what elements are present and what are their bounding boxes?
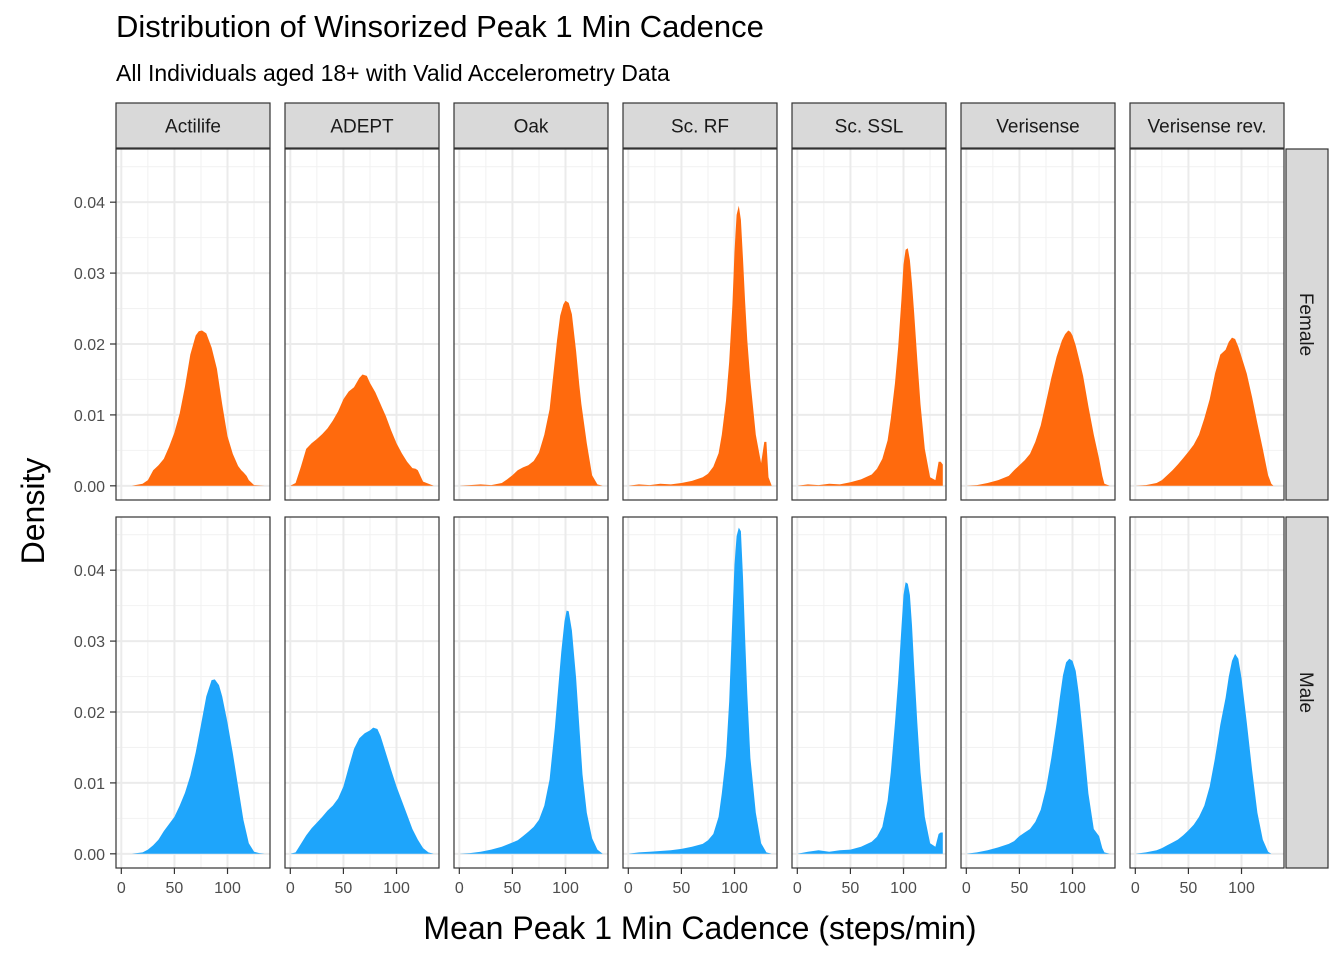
y-tick-label: 0.04 [74, 195, 105, 212]
density-area-female-adept [290, 374, 434, 486]
y-tick-label: 0.00 [74, 847, 105, 864]
y-tick-label: 0.00 [74, 479, 105, 496]
x-tick-label: 100 [721, 880, 748, 897]
strip-label-oak: Oak [514, 117, 549, 138]
strip-sc-rf [622, 102, 778, 149]
x-tick-label: 0 [1131, 880, 1140, 897]
strip-oak [453, 102, 609, 149]
y-tick-label: 0.02 [74, 337, 105, 354]
panel-frames [115, 148, 1285, 869]
y-tick-label: 0.01 [74, 776, 105, 793]
x-tick-label: 0 [117, 880, 126, 897]
x-tick-label: 50 [673, 880, 691, 897]
strip-label-female: Female [1295, 293, 1316, 356]
strip-adept [284, 102, 440, 149]
panel-border-female-sc-ssl [791, 148, 947, 501]
x-tick-label: 100 [1059, 880, 1086, 897]
x-tick-label: 0 [286, 880, 295, 897]
panel-border-female-verisense [960, 148, 1116, 501]
x-tick-label: 100 [552, 880, 579, 897]
y-axis-title: Density [15, 458, 51, 565]
density-area-female-verisense [966, 330, 1110, 486]
strip-actilife [115, 102, 271, 149]
x-tick-label: 50 [166, 880, 184, 897]
y-tick-label: 0.02 [74, 705, 105, 722]
y-tick-label: 0.04 [74, 563, 105, 580]
y-tick-label: 0.03 [74, 266, 105, 283]
x-axis-title: Mean Peak 1 Min Cadence (steps/min) [423, 910, 976, 946]
axes: 0.00 0.01 0.02 0.03 0.04 0.00 0.01 0.02 0.03 0.04… [74, 195, 1255, 897]
strip-label-male: Male [1295, 672, 1316, 713]
density-area-female-verisense-rev [1135, 337, 1279, 486]
x-tick-label: 100 [890, 880, 917, 897]
x-tick-label: 50 [1011, 880, 1029, 897]
density-area-female-sc-rf [628, 205, 772, 486]
panel-border-male-verisense-rev [1129, 516, 1285, 869]
panel-border-male-sc-rf [622, 516, 778, 869]
density-area-female-sc-ssl [797, 248, 943, 486]
x-tick-label: 100 [214, 880, 241, 897]
panel-border-female-verisense-rev [1129, 148, 1285, 501]
strip-verisense-rev [1129, 102, 1285, 149]
strip-verisense [960, 102, 1116, 149]
strip-label-sc-ssl: Sc. SSL [835, 117, 904, 138]
strip-female [1285, 148, 1329, 501]
panel-border-male-oak [453, 516, 609, 869]
x-tick-label: 50 [335, 880, 353, 897]
strip-label-actilife: Actilife [165, 117, 221, 138]
panel-border-female-sc-rf [622, 148, 778, 501]
panel-border-male-adept [284, 516, 440, 869]
chart-subtitle: All Individuals aged 18+ with Valid Acce… [116, 60, 670, 86]
density-area-male-adept [290, 727, 434, 854]
x-tick-label: 0 [455, 880, 464, 897]
strip-male [1285, 516, 1329, 869]
density-area-male-verisense [966, 658, 1110, 854]
strip-label-adept: ADEPT [330, 117, 394, 138]
strip-label-verisense-rev: Verisense rev. [1148, 117, 1267, 138]
panel-border-male-actilife [115, 516, 271, 869]
strip-sc-ssl [791, 102, 947, 149]
density-areas [121, 205, 1279, 854]
x-tick-label: 0 [962, 880, 971, 897]
facet-strips: Actilife ADEPT Oak Sc. RF Sc. SSL Verisense Ve… [115, 102, 1329, 869]
panel-border-female-actilife [115, 148, 271, 501]
density-area-male-actilife [121, 679, 265, 854]
panel-border-male-sc-ssl [791, 516, 947, 869]
panel-border-female-oak [453, 148, 609, 501]
y-tick-label: 0.01 [74, 408, 105, 425]
density-area-female-actilife [121, 330, 265, 486]
x-tick-label: 50 [504, 880, 522, 897]
y-tick-label: 0.03 [74, 634, 105, 651]
x-tick-label: 0 [793, 880, 802, 897]
chart-title: Distribution of Winsorized Peak 1 Min Ca… [116, 9, 764, 44]
x-tick-label: 100 [383, 880, 410, 897]
density-area-male-sc-ssl [797, 582, 943, 854]
x-tick-label: 50 [842, 880, 860, 897]
x-tick-label: 0 [624, 880, 633, 897]
x-tick-label: 100 [1228, 880, 1255, 897]
x-tick-label: 50 [1180, 880, 1198, 897]
density-area-female-oak [459, 300, 603, 486]
panel-border-female-adept [284, 148, 440, 501]
density-area-male-sc-rf [628, 527, 772, 854]
grid-layer [116, 149, 1284, 868]
density-area-male-verisense-rev [1135, 653, 1279, 854]
strip-label-sc-rf: Sc. RF [671, 117, 729, 138]
strip-label-verisense: Verisense [996, 117, 1079, 138]
panel-border-male-verisense [960, 516, 1116, 869]
density-area-male-oak [459, 610, 603, 854]
